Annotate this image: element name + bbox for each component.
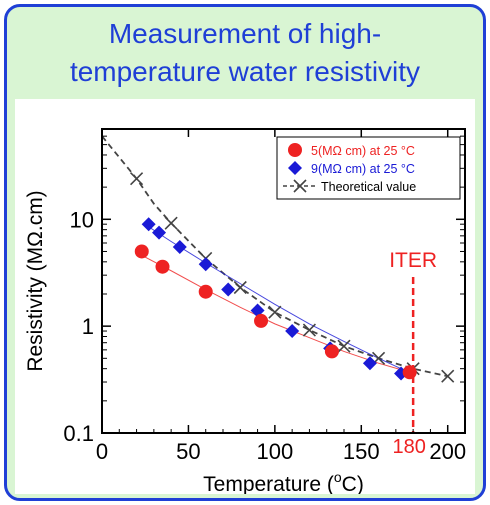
legend-swatch [288, 161, 302, 175]
blue-point [362, 356, 377, 371]
legend-swatch [293, 179, 307, 193]
title-line-2: temperature water resistivity [69, 56, 421, 87]
x-tick-label: 50 [176, 439, 200, 464]
slide-title: Measurement of high- temperature water r… [7, 15, 483, 91]
y-tick-label: 10 [70, 207, 94, 232]
blue-point [198, 257, 213, 272]
y-axis-label: Resistivity (MΩ.cm) [24, 190, 47, 371]
blue-point [172, 240, 187, 255]
x-tick-label: 200 [429, 439, 466, 464]
blue-point [141, 217, 156, 232]
legend-swatch [288, 143, 302, 157]
x-tick-label: 0 [96, 439, 108, 464]
iter-label: ITER [389, 249, 437, 272]
x-tick-label: 100 [256, 439, 293, 464]
theory-point [130, 172, 144, 186]
slide-card: Measurement of high- temperature water r… [4, 4, 486, 501]
legend-box [276, 136, 461, 200]
red-point [254, 313, 269, 328]
blue-point [221, 282, 236, 297]
resistivity-chart: ITER 180 0 50 100 150 200 0.1 1 10 Temperature (o… [24, 128, 466, 496]
chart-panel: ITER 180 0 50 100 150 200 0.1 1 10 Temperature (o… [15, 99, 475, 496]
theory-point [268, 305, 282, 319]
theory-point [337, 339, 351, 353]
blue-point [285, 324, 300, 339]
x-tick-label: 150 [343, 439, 380, 464]
red-point [134, 244, 149, 259]
title-line-1: Measurement of high- [108, 18, 382, 49]
theory-point [233, 280, 247, 295]
red-point [402, 365, 417, 380]
iter-tick-label: 180 [392, 436, 425, 458]
theory-point [164, 216, 178, 230]
legend-entry: Theoretical value [321, 180, 416, 194]
blue-point [152, 225, 167, 240]
red-point [324, 344, 339, 359]
legend-entry: 5(MΩ cm) at 25 °C [311, 144, 415, 158]
y-tick-label: 0.1 [63, 421, 94, 446]
legend-entry: 9(MΩ cm) at 25 °C [311, 162, 415, 176]
red-point [155, 259, 170, 274]
red-point [198, 284, 213, 299]
plot-frame [101, 128, 466, 434]
y-tick-label: 1 [82, 314, 94, 339]
x-axis-label: Temperature (oC) [203, 469, 364, 494]
theory-point [441, 369, 455, 383]
theory-point [302, 323, 316, 337]
blue-fit-line [148, 226, 402, 370]
